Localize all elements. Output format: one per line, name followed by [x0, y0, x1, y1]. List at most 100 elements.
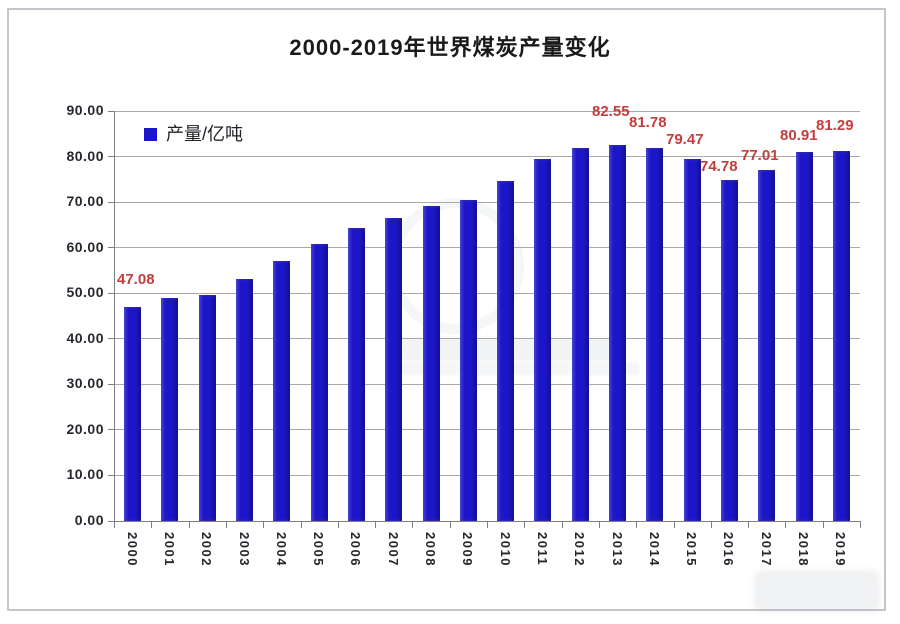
- y-axis-label-90.00: 90.00: [66, 102, 104, 118]
- legend-label: 产量/亿吨: [166, 124, 244, 144]
- y-axis-label-40.00: 40.00: [66, 329, 104, 346]
- data-label-2018: 80.91: [780, 127, 818, 144]
- bar-2010: [497, 180, 515, 521]
- x-axis-tick: [412, 521, 414, 528]
- y-axis-label-80.00: 80.00: [66, 147, 104, 164]
- bar-2013: [609, 144, 627, 521]
- gridline-10.00: [114, 474, 860, 476]
- x-axis-tick: [748, 521, 750, 528]
- x-axis-label-2016: 2016: [721, 532, 737, 567]
- y-axis-tick: [108, 474, 114, 476]
- bar-2016: [720, 180, 738, 521]
- x-axis-tick: [487, 521, 488, 528]
- y-axis-label-60.00: 60.00: [66, 238, 104, 255]
- y-axis-tick: [108, 247, 114, 249]
- bar-2012: [571, 148, 589, 521]
- y-axis-label-0.00: 0.00: [74, 512, 104, 528]
- data-label-2019: 81.29: [816, 117, 854, 134]
- bar-2005: [310, 244, 328, 521]
- x-axis-label-2012: 2012: [572, 532, 588, 567]
- bar-2004: [273, 260, 291, 521]
- x-axis-tick: [263, 521, 265, 528]
- chart-title: 2000-2019年世界煤炭产量变化: [289, 35, 611, 60]
- bar-2003: [236, 279, 254, 521]
- x-axis-tick: [860, 521, 861, 528]
- bar-2009: [459, 199, 477, 521]
- bar-2001: [161, 298, 179, 521]
- x-axis-tick: [561, 521, 563, 528]
- x-axis-line: [108, 521, 860, 522]
- x-axis-label-2017: 2017: [758, 532, 774, 567]
- y-axis-tick: [108, 383, 114, 385]
- bar-2006: [347, 228, 365, 521]
- x-axis-label-2014: 2014: [646, 532, 662, 567]
- x-axis-label-2002: 2002: [199, 532, 215, 567]
- y-axis-tick: [108, 429, 114, 431]
- x-axis-label-2003: 2003: [236, 532, 252, 567]
- bar-2002: [198, 295, 216, 521]
- x-axis-label-2001: 2001: [161, 532, 177, 567]
- x-axis-tick: [710, 521, 712, 528]
- y-axis-tick: [108, 156, 114, 158]
- x-axis-label-2018: 2018: [796, 532, 812, 567]
- x-axis-tick: [151, 521, 153, 528]
- x-axis-label-2004: 2004: [273, 532, 289, 567]
- x-axis-label-2007: 2007: [385, 532, 401, 567]
- bar-2014: [646, 148, 664, 521]
- y-axis-line: [114, 111, 115, 521]
- x-axis-tick: [524, 521, 526, 528]
- x-axis-tick: [449, 521, 451, 528]
- x-axis-label-2008: 2008: [423, 532, 439, 567]
- gridline-90.00: [114, 110, 860, 112]
- gridline-20.00: [114, 429, 860, 431]
- legend-swatch-icon: [144, 128, 157, 141]
- bar-2011: [534, 159, 552, 521]
- data-label-2000: 47.08: [117, 271, 155, 288]
- bar-2015: [683, 158, 701, 521]
- y-axis-tick: [108, 110, 114, 112]
- x-axis-tick: [337, 521, 339, 528]
- x-axis-tick: [636, 521, 638, 528]
- x-axis-label-2006: 2006: [348, 532, 364, 567]
- y-axis-label-70.00: 70.00: [66, 193, 104, 210]
- x-axis-tick: [114, 521, 115, 528]
- y-axis-tick: [108, 338, 114, 340]
- y-axis-label-30.00: 30.00: [66, 375, 104, 392]
- x-axis-tick: [375, 521, 377, 528]
- x-axis-label-2013: 2013: [609, 532, 625, 567]
- bar-2018: [795, 152, 813, 521]
- data-label-2014: 81.78: [629, 114, 667, 131]
- gridline-30.00: [114, 383, 860, 385]
- x-axis-label-2010: 2010: [497, 532, 513, 567]
- x-axis-tick: [598, 521, 600, 528]
- chart-border-frame: [7, 8, 886, 611]
- y-axis-tick: [108, 292, 114, 294]
- x-axis-label-2009: 2009: [460, 532, 476, 567]
- bar-2017: [758, 170, 776, 521]
- x-axis-label-2011: 2011: [534, 532, 550, 567]
- x-axis-tick: [300, 521, 302, 528]
- gridline-50.00: [114, 292, 860, 294]
- x-axis-tick: [822, 521, 824, 528]
- x-axis-tick: [785, 521, 787, 528]
- x-axis-label-2005: 2005: [311, 532, 327, 567]
- data-label-2015: 79.47: [666, 131, 704, 148]
- gridline-70.00: [114, 201, 860, 203]
- data-label-2013: 82.55: [592, 103, 630, 120]
- bar-2007: [385, 217, 403, 521]
- gridline-60.00: [114, 247, 860, 249]
- x-axis-label-2000: 2000: [124, 532, 140, 567]
- bar-2008: [422, 206, 440, 521]
- gridline-40.00: [114, 338, 860, 340]
- data-label-2017: 77.01: [741, 147, 779, 164]
- y-axis-label-10.00: 10.00: [66, 466, 104, 483]
- bar-2000: [124, 306, 142, 521]
- x-axis-tick: [673, 521, 675, 528]
- gridline-80.00: [114, 156, 860, 158]
- x-axis-tick: [188, 521, 190, 528]
- x-axis-label-2015: 2015: [684, 532, 700, 567]
- y-axis-label-50.00: 50.00: [66, 284, 104, 301]
- y-axis-label-20.00: 20.00: [66, 420, 104, 437]
- x-axis-tick: [225, 521, 227, 528]
